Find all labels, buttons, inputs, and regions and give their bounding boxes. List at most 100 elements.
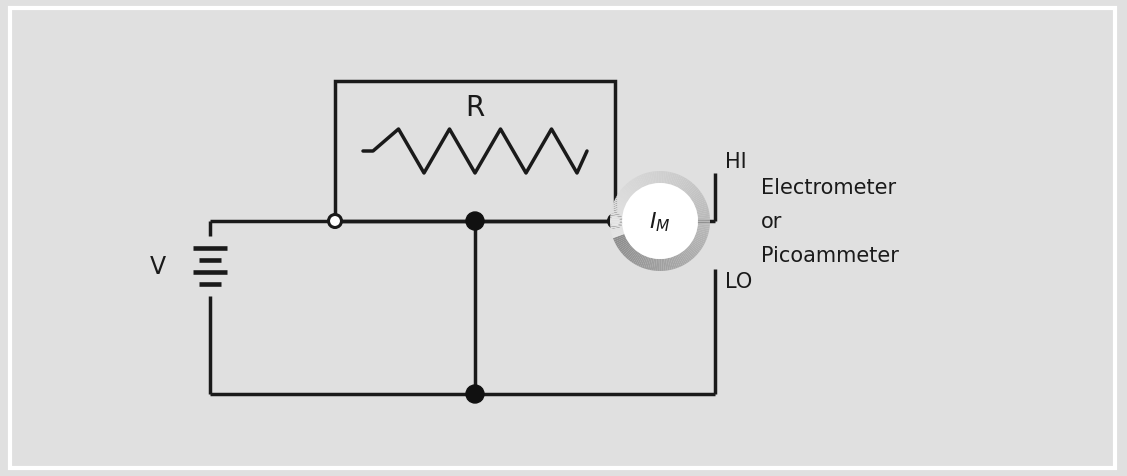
Wedge shape <box>696 230 709 235</box>
Wedge shape <box>672 257 677 269</box>
Wedge shape <box>628 182 637 192</box>
Wedge shape <box>621 245 631 254</box>
Wedge shape <box>665 259 668 271</box>
Wedge shape <box>631 179 639 190</box>
Wedge shape <box>658 259 659 271</box>
Wedge shape <box>630 181 638 191</box>
Wedge shape <box>611 228 623 231</box>
Wedge shape <box>698 228 709 231</box>
Wedge shape <box>667 173 672 185</box>
Wedge shape <box>619 191 630 200</box>
Wedge shape <box>611 229 623 233</box>
Wedge shape <box>691 242 702 250</box>
Wedge shape <box>651 259 655 271</box>
Wedge shape <box>695 202 707 208</box>
Wedge shape <box>610 218 622 220</box>
Wedge shape <box>627 249 636 260</box>
Wedge shape <box>673 175 678 187</box>
Wedge shape <box>694 238 706 245</box>
Wedge shape <box>644 258 649 269</box>
Wedge shape <box>671 258 676 269</box>
Wedge shape <box>687 247 698 256</box>
Wedge shape <box>676 176 683 188</box>
Wedge shape <box>613 201 625 208</box>
Wedge shape <box>610 220 622 222</box>
Wedge shape <box>631 253 639 263</box>
Circle shape <box>465 213 483 230</box>
Wedge shape <box>695 233 708 239</box>
Wedge shape <box>698 219 710 221</box>
Wedge shape <box>689 188 699 197</box>
Wedge shape <box>615 198 627 205</box>
Wedge shape <box>612 233 624 238</box>
Text: Electrometer: Electrometer <box>761 178 896 198</box>
Wedge shape <box>612 207 623 211</box>
Wedge shape <box>659 259 662 271</box>
Wedge shape <box>677 177 684 188</box>
Wedge shape <box>615 239 627 246</box>
Wedge shape <box>673 257 680 268</box>
Wedge shape <box>646 258 650 270</box>
Circle shape <box>465 385 483 403</box>
Wedge shape <box>665 172 668 184</box>
Wedge shape <box>672 174 677 186</box>
Wedge shape <box>684 182 693 193</box>
Wedge shape <box>666 172 669 184</box>
Wedge shape <box>610 223 622 226</box>
Wedge shape <box>610 216 622 219</box>
Wedge shape <box>622 187 632 196</box>
Wedge shape <box>616 240 628 248</box>
Wedge shape <box>656 172 658 184</box>
Wedge shape <box>678 254 686 265</box>
Wedge shape <box>614 236 625 242</box>
Wedge shape <box>695 235 707 241</box>
Wedge shape <box>655 172 657 184</box>
Wedge shape <box>698 213 710 217</box>
Wedge shape <box>684 250 693 260</box>
Wedge shape <box>619 243 629 251</box>
Wedge shape <box>612 232 624 237</box>
Wedge shape <box>686 248 696 258</box>
Wedge shape <box>692 195 703 202</box>
Wedge shape <box>683 181 691 192</box>
Wedge shape <box>611 208 623 213</box>
Wedge shape <box>641 175 647 186</box>
Wedge shape <box>623 248 633 257</box>
Wedge shape <box>689 246 699 255</box>
Wedge shape <box>691 193 702 201</box>
Wedge shape <box>611 226 622 229</box>
Wedge shape <box>694 200 706 207</box>
Wedge shape <box>610 222 622 224</box>
Text: HI: HI <box>725 152 746 172</box>
Wedge shape <box>662 259 664 271</box>
Wedge shape <box>694 236 706 243</box>
Circle shape <box>328 215 341 228</box>
Wedge shape <box>633 253 641 265</box>
Wedge shape <box>611 212 623 216</box>
Wedge shape <box>685 184 694 194</box>
Wedge shape <box>622 247 632 256</box>
Wedge shape <box>676 255 683 267</box>
Wedge shape <box>678 178 686 189</box>
Wedge shape <box>640 256 646 268</box>
Wedge shape <box>649 258 654 271</box>
Wedge shape <box>693 196 704 204</box>
Wedge shape <box>610 225 622 228</box>
Wedge shape <box>675 256 682 268</box>
Wedge shape <box>628 251 637 261</box>
Wedge shape <box>698 226 710 229</box>
Text: Picoammeter: Picoammeter <box>761 246 899 266</box>
Wedge shape <box>638 176 645 188</box>
Wedge shape <box>620 244 630 253</box>
Wedge shape <box>613 235 624 240</box>
Wedge shape <box>620 190 631 198</box>
Wedge shape <box>696 209 709 214</box>
Text: LO: LO <box>725 271 752 291</box>
Wedge shape <box>616 195 628 202</box>
Wedge shape <box>616 196 628 203</box>
Wedge shape <box>611 214 622 217</box>
Wedge shape <box>696 232 708 237</box>
Wedge shape <box>627 183 636 193</box>
Wedge shape <box>621 188 631 198</box>
Bar <box>335 82 615 221</box>
